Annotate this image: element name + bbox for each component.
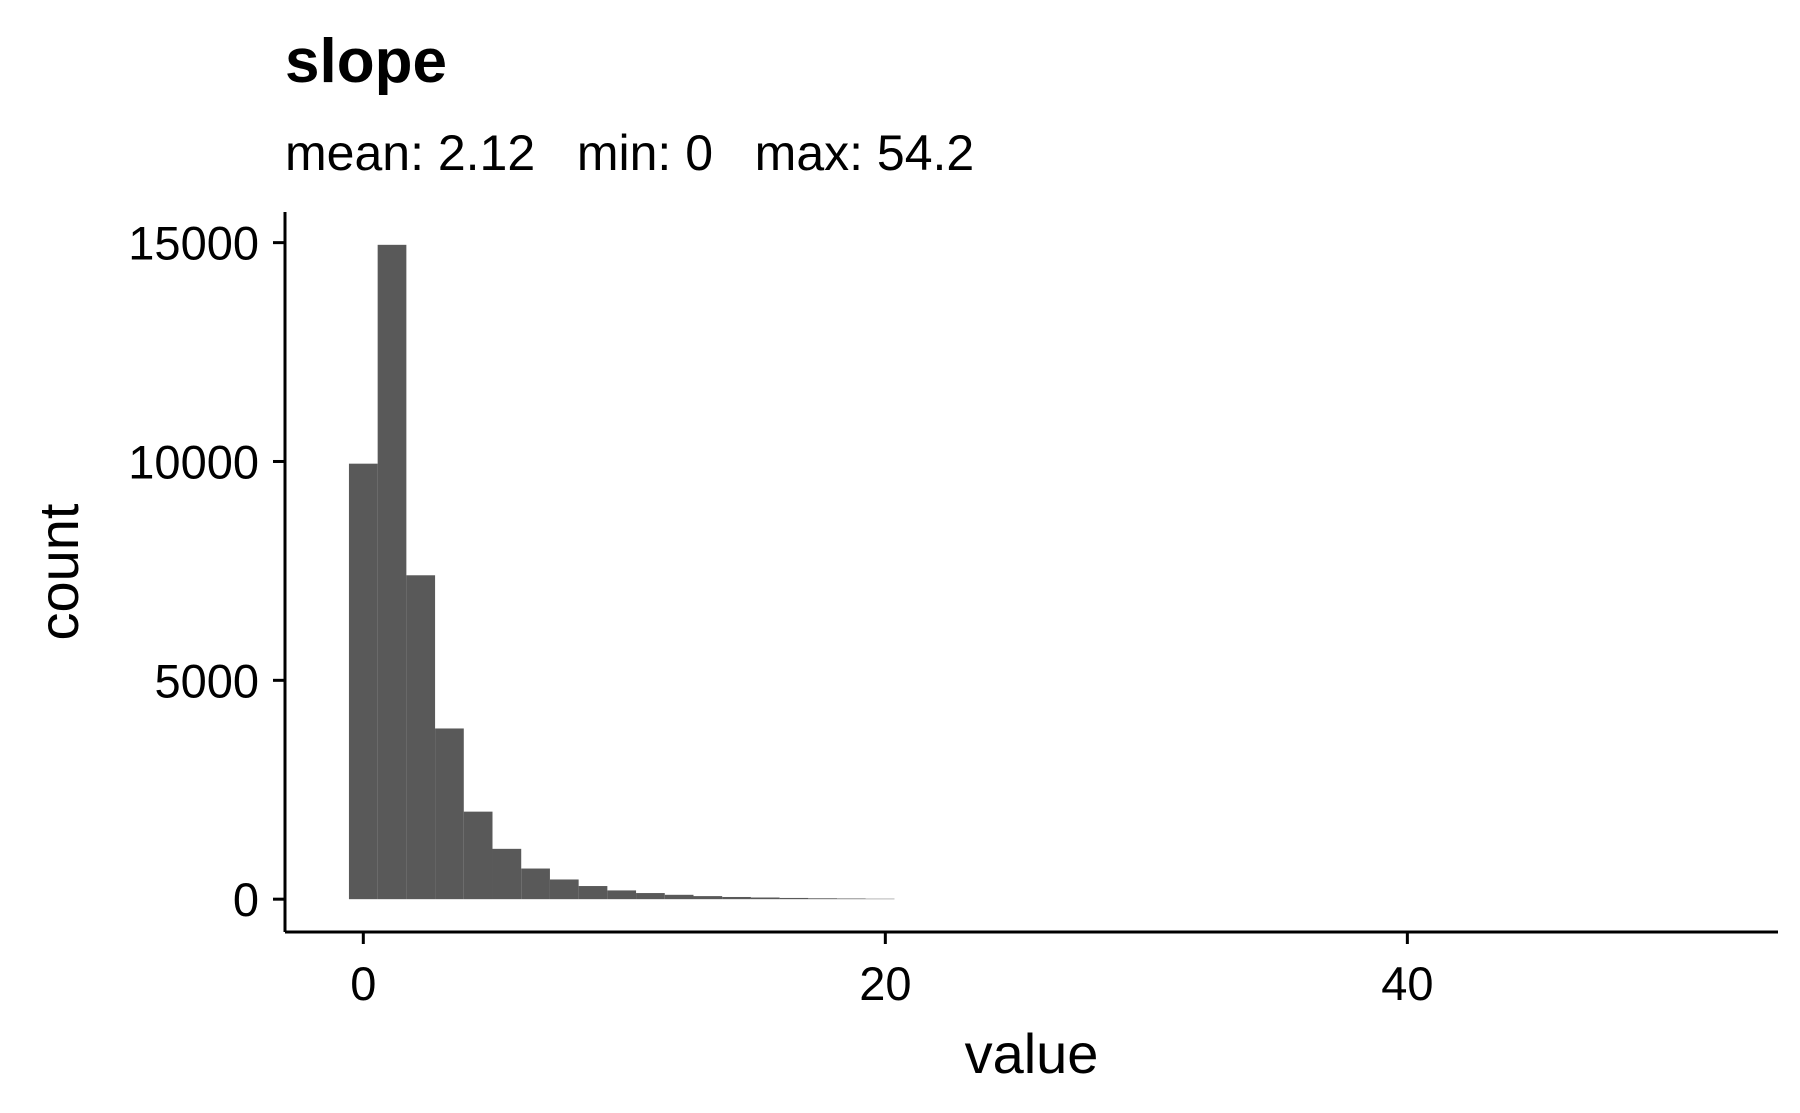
histogram-bars (348, 244, 895, 900)
histogram-bar-5 (492, 848, 522, 900)
histogram-bar-8 (578, 886, 608, 900)
x-tick-label-0: 0 (350, 957, 376, 1010)
histogram-bar-17 (837, 898, 866, 900)
histogram-bar-4 (463, 811, 493, 900)
chart-subtitle: mean: 2.12 min: 0 max: 54.2 (285, 125, 974, 181)
y-axis-title: count (27, 503, 90, 640)
histogram-bar-15 (779, 897, 809, 900)
y-tick-label-3: 15000 (128, 217, 259, 270)
y-tick-label-0: 0 (233, 873, 259, 926)
histogram-bar-0 (348, 463, 378, 900)
histogram-bar-9 (607, 890, 637, 900)
histogram-bar-16 (808, 898, 838, 900)
histogram-bar-3 (435, 728, 464, 900)
y-tick-label-1: 5000 (154, 654, 259, 707)
histogram-bar-7 (549, 879, 579, 900)
histogram-bar-11 (664, 894, 694, 900)
y-axis-ticks: 0 5000 10000 15000 (128, 217, 285, 926)
x-tick-label-1: 20 (859, 957, 911, 1010)
histogram-bar-14 (750, 897, 780, 900)
chart-title: slope (285, 27, 447, 96)
x-axis-title: value (965, 1022, 1099, 1085)
x-tick-label-2: 40 (1381, 957, 1433, 1010)
histogram-bar-10 (636, 893, 665, 900)
x-axis-ticks: 0 20 40 (350, 932, 1434, 1010)
y-tick-label-2: 10000 (128, 435, 259, 488)
histogram-bar-1 (377, 244, 407, 900)
histogram-bar-6 (521, 868, 550, 900)
histogram-bar-12 (693, 896, 723, 900)
histogram-bar-13 (722, 896, 751, 900)
histogram-bar-2 (406, 575, 436, 900)
